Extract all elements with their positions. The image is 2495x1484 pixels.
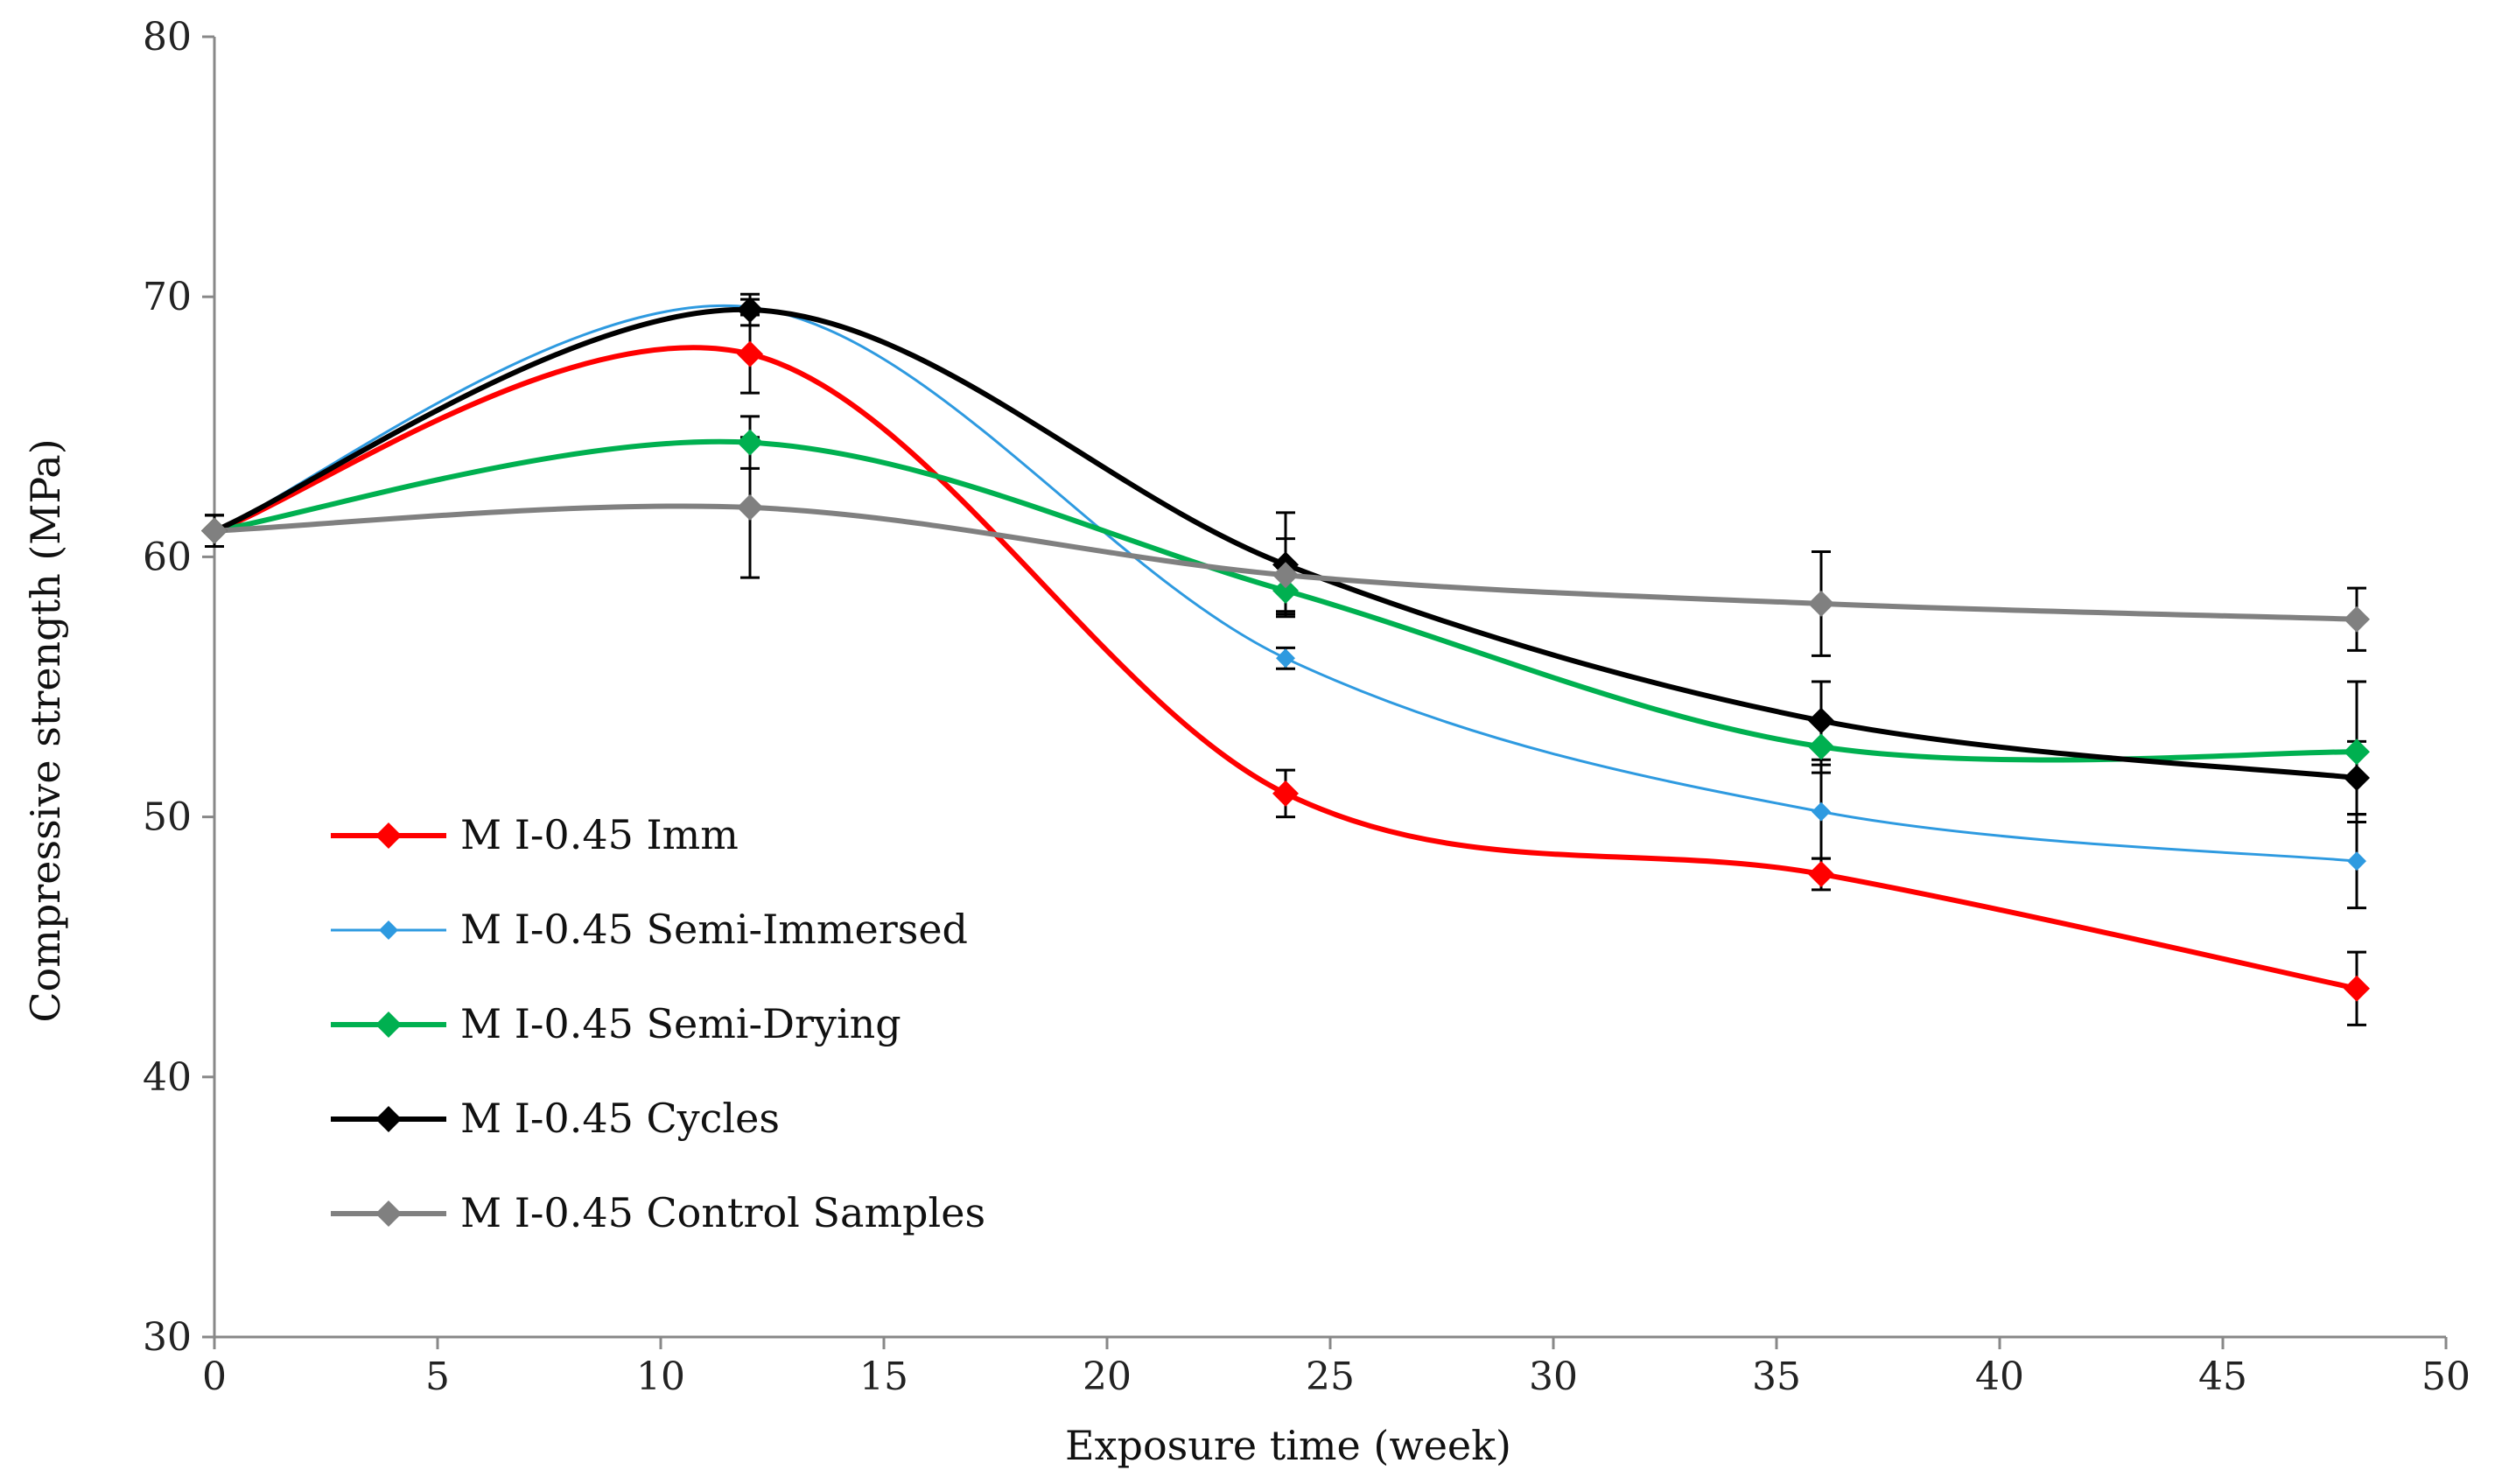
- x-tick-label: 10: [636, 1354, 685, 1399]
- y-axis-title: Compressive strength (MPa): [22, 438, 69, 1022]
- series-line-m-i-0-45-cycles: [212, 307, 2359, 781]
- data-point-m-i-0-45-imm: [1808, 860, 1834, 887]
- legend-label: M I-0.45 Semi-Immersed: [460, 906, 968, 953]
- data-point-m-i-0-45-semi-immersed: [1276, 648, 1295, 668]
- x-tick-label: 15: [859, 1354, 908, 1399]
- legend-swatch-marker: [379, 920, 398, 940]
- data-point-m-i-0-45-semi-drying: [2344, 738, 2370, 766]
- y-tick-label: 30: [143, 1315, 192, 1360]
- x-tick-label: 35: [1752, 1354, 1801, 1399]
- series-line-m-i-0-45-imm: [212, 345, 2359, 991]
- x-tick-label: 25: [1306, 1354, 1355, 1399]
- legend-label: M I-0.45 Control Samples: [460, 1189, 985, 1236]
- y-tick-label: 40: [143, 1055, 192, 1100]
- data-point-m-i-0-45-control-samples: [1808, 590, 1834, 617]
- data-point-m-i-0-45-semi-drying: [1808, 733, 1834, 760]
- legend-item-m-i-0-45-imm: M I-0.45 Imm: [331, 811, 739, 858]
- data-point-m-i-0-45-semi-immersed: [2347, 851, 2366, 872]
- data-point-m-i-0-45-imm: [737, 340, 763, 368]
- data-point-m-i-0-45-cycles: [1808, 707, 1834, 734]
- legend-item-m-i-0-45-cycles: M I-0.45 Cycles: [331, 1095, 780, 1142]
- x-tick-label: 40: [1975, 1354, 2024, 1399]
- legend-label: M I-0.45 Cycles: [460, 1095, 780, 1142]
- legend-item-m-i-0-45-semi-immersed: M I-0.45 Semi-Immersed: [331, 906, 968, 953]
- data-point-m-i-0-45-control-samples: [737, 494, 763, 521]
- legend-label: M I-0.45 Semi-Drying: [460, 1000, 901, 1047]
- data-point-m-i-0-45-cycles: [737, 297, 763, 324]
- data-point-m-i-0-45-semi-drying: [1272, 578, 1299, 605]
- data-point-m-i-0-45-semi-immersed: [1812, 802, 1831, 822]
- y-tick-label: 60: [143, 535, 192, 579]
- data-point-m-i-0-45-control-samples: [1272, 562, 1299, 589]
- legend-item-m-i-0-45-control-samples: M I-0.45 Control Samples: [331, 1189, 985, 1236]
- legend-swatch-marker: [375, 1106, 402, 1132]
- data-point-m-i-0-45-control-samples: [201, 517, 228, 544]
- legend-swatch-marker: [375, 1200, 402, 1227]
- x-tick-label: 20: [1083, 1354, 1132, 1399]
- legend-label: M I-0.45 Imm: [460, 811, 739, 858]
- x-tick-label: 5: [425, 1354, 450, 1399]
- data-point-m-i-0-45-control-samples: [2344, 606, 2370, 633]
- legend-item-m-i-0-45-semi-drying: M I-0.45 Semi-Drying: [331, 1000, 901, 1047]
- y-tick-label: 80: [143, 15, 192, 60]
- legend-swatch-marker: [375, 1012, 402, 1038]
- x-tick-label: 50: [2421, 1354, 2470, 1399]
- x-tick-label: 45: [2198, 1354, 2247, 1399]
- x-tick-label: 30: [1529, 1354, 1578, 1399]
- y-tick-label: 70: [143, 275, 192, 319]
- y-tick-label: 50: [143, 795, 192, 840]
- data-point-m-i-0-45-semi-drying: [737, 429, 763, 456]
- data-point-m-i-0-45-cycles: [2344, 765, 2370, 792]
- legend-swatch-marker: [375, 822, 402, 849]
- data-point-m-i-0-45-imm: [2344, 975, 2370, 1002]
- data-point-m-i-0-45-imm: [1272, 780, 1299, 807]
- x-axis-title: Exposure time (week): [1065, 1422, 1511, 1469]
- x-tick-label: 0: [202, 1354, 227, 1399]
- series-line-m-i-0-45-semi-immersed: [213, 304, 2358, 863]
